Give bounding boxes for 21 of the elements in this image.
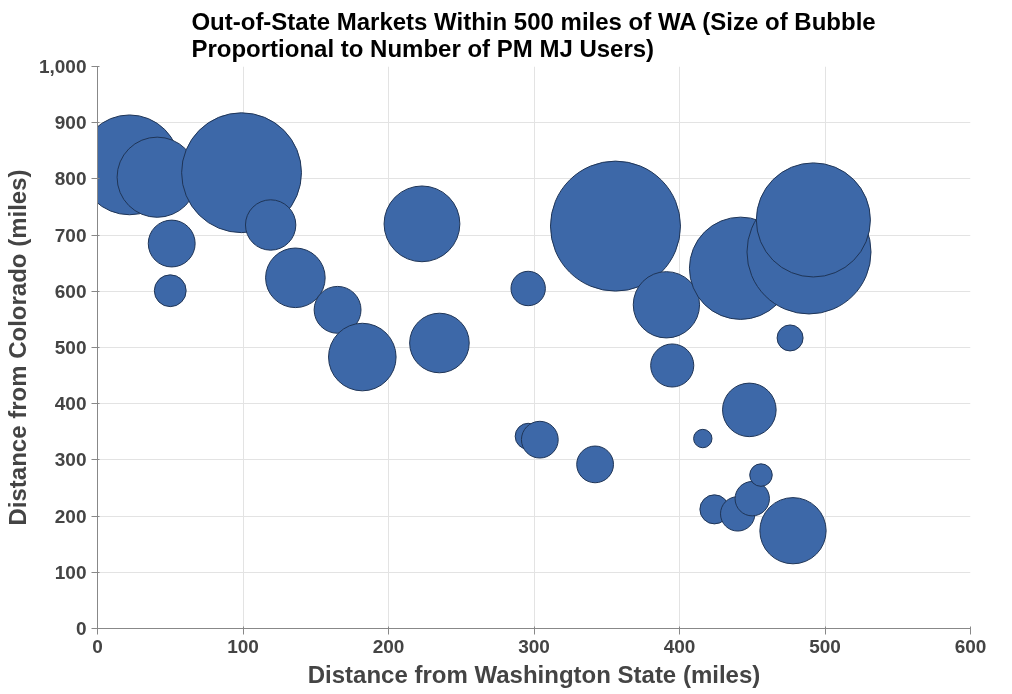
x-tick-label: 300: [518, 635, 550, 657]
y-tick-label: 0: [75, 618, 87, 639]
x-tick-label: 100: [227, 635, 259, 657]
x-tick-label: 500: [809, 635, 841, 657]
x-tick-label: 400: [663, 635, 696, 657]
chart-title: Out-of-State Markets Within 500 miles of WA (Size of Bubble Proportional to Number of PM MJ Users): [191, 7, 876, 62]
y-tick-label: 700: [54, 224, 87, 246]
y-tick-label: 600: [54, 280, 87, 302]
x-tick-label: 0: [92, 635, 103, 657]
y-tick-label: 100: [54, 561, 87, 583]
y-tick-label: 200: [54, 505, 87, 527]
y-tick-label: 1,000: [38, 56, 87, 77]
y-tick-label: 300: [54, 449, 87, 471]
y-tick-label: 800: [54, 168, 87, 190]
x-axis-title: Distance from Washington State (miles): [307, 660, 761, 688]
y-tick-label: 500: [54, 337, 87, 358]
y-tick-label: 900: [54, 112, 87, 134]
y-tick-label: 400: [54, 393, 87, 415]
x-tick-label: 200: [372, 635, 405, 657]
x-tick-label: 600: [954, 635, 987, 657]
y-axis-title: Distance from Colorado (miles): [3, 169, 31, 526]
